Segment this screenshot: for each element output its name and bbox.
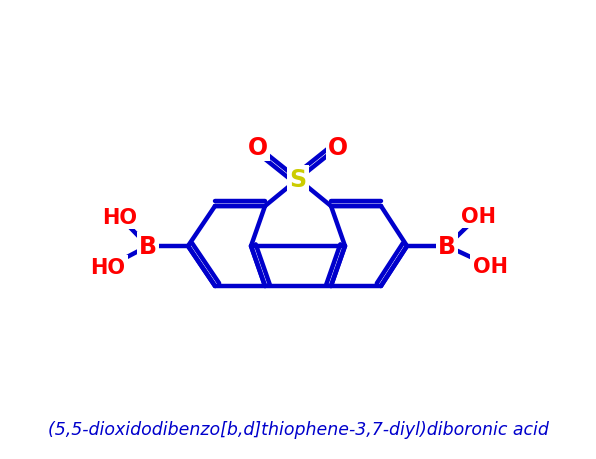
Text: (5,5-dioxidodibenzo[b,d]thiophene-3,7-diyl)diboronic acid: (5,5-dioxidodibenzo[b,d]thiophene-3,7-di… <box>48 420 548 438</box>
Text: B: B <box>139 235 157 258</box>
Text: OH: OH <box>473 257 508 276</box>
Text: S: S <box>290 168 306 191</box>
Text: B: B <box>438 235 456 258</box>
Text: O: O <box>328 136 348 160</box>
Text: HO: HO <box>91 257 126 277</box>
Text: O: O <box>248 136 268 160</box>
Text: OH: OH <box>461 207 495 226</box>
Text: HO: HO <box>103 207 138 228</box>
